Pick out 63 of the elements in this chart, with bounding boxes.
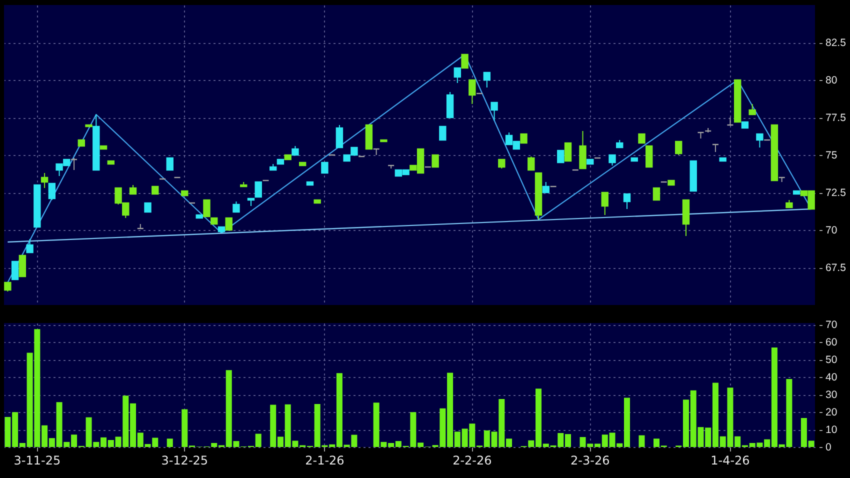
bar: [166, 438, 173, 447]
y-tick-label: 20: [826, 406, 838, 419]
candlestick: [18, 254, 26, 278]
candlestick: [623, 193, 631, 210]
candlestick: [372, 148, 380, 156]
candlestick: [254, 181, 262, 198]
candlestick: [461, 54, 468, 69]
x-tick-label: 1-4-26: [710, 454, 750, 468]
x-tick-label: 2-1-26: [305, 454, 344, 468]
bar: [638, 435, 645, 447]
candlestick: [454, 67, 462, 84]
candlestick: [26, 238, 34, 254]
y-tick-label: 70: [826, 319, 838, 332]
candlestick: [483, 72, 491, 88]
y-tick-label: 40: [826, 372, 838, 384]
candlestick: [439, 126, 446, 141]
candlestick: [432, 154, 439, 168]
candlestick: [528, 156, 535, 171]
y-tick-label: 50: [826, 354, 838, 366]
x-tick-label: 3-11-25: [14, 454, 61, 468]
y-tick-label: 0: [826, 442, 832, 454]
candlestick: [40, 172, 48, 188]
candlestick: [608, 154, 616, 166]
candlestick: [579, 130, 586, 170]
candlestick: [203, 199, 210, 218]
candlestick: [321, 162, 328, 174]
candlestick: [225, 217, 232, 231]
y-tick-label: 60: [826, 336, 838, 349]
candlestick: [232, 201, 240, 213]
candlestick: [365, 124, 373, 150]
x-tick-label: 2-2-26: [452, 454, 492, 468]
candlestick: [756, 133, 764, 148]
candlestick: [336, 124, 344, 148]
candlestick: [601, 192, 608, 216]
y-tick-label: 75: [826, 150, 838, 162]
y-tick-label: 77.5: [826, 112, 846, 124]
candlestick: [682, 199, 690, 236]
candlestick: [697, 132, 704, 139]
x-tick-label: 3-12-25: [161, 454, 208, 468]
candlestick: [11, 260, 19, 280]
candlestick: [48, 182, 56, 200]
y-tick-label: 67.5: [826, 262, 846, 274]
candlestick: [652, 187, 660, 201]
y-tick-label: 72.5: [826, 187, 846, 199]
candlestick: [712, 144, 720, 152]
candlestick: [557, 150, 564, 164]
candlestick: [468, 79, 476, 104]
candlestick: [675, 140, 682, 156]
candlestick: [564, 142, 572, 162]
candlestick: [542, 182, 550, 194]
y-tick-label: 70: [826, 224, 838, 236]
candlestick: [490, 102, 498, 121]
y-tick-label: 82.5: [826, 37, 846, 49]
candlestick: [646, 145, 653, 168]
y-tick-label: 80: [826, 74, 838, 86]
candlestick: [726, 117, 734, 126]
candlestick: [70, 158, 78, 170]
y-tick-label: 10: [826, 424, 838, 436]
y-tick-label: 30: [826, 389, 838, 402]
candlestick: [748, 104, 756, 116]
candlestick: [446, 92, 454, 118]
candlestick: [166, 157, 174, 171]
x-tick-label: 2-3-26: [570, 454, 610, 468]
